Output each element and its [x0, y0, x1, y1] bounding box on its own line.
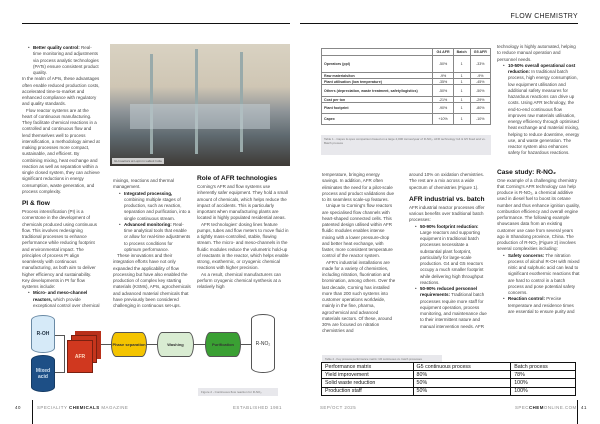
top-rule-right	[300, 23, 578, 24]
table1-cell: -80%	[469, 102, 492, 114]
issue-date: SEP/OCT 2025	[320, 405, 357, 410]
capex-opex-table: G4 AFR Batch G5 AFR Operators (ppl) -50% 1 -33…	[320, 48, 492, 125]
table1-cell: -10%	[469, 113, 492, 125]
table1-cell: 1	[452, 113, 471, 125]
left-column-2: mixings, reactions and thermal managemen…	[113, 178, 191, 309]
bullet-cost: 10-50% overall operational cost reductio…	[503, 63, 580, 157]
table1-caption: Table 1 - Capex & opex comparison based …	[321, 135, 491, 155]
table1-cell: Others (depreciation, waste treatment, s…	[320, 84, 434, 97]
node-mixed-acid: Mixed acid	[31, 355, 55, 392]
table2-cell: Batch process	[510, 361, 576, 372]
footer-rule-left	[32, 400, 33, 424]
table2-row: Yield improvement 80% 78%	[321, 370, 576, 380]
table1-row: Raw materials/ton -9% 1 -9%	[320, 72, 492, 79]
table2-cell: Production staff	[321, 386, 414, 396]
website: SPECCHEMONLINE.COM	[515, 405, 577, 410]
bullet-safety: Safety concerns: The nitration process o…	[503, 253, 580, 297]
right-column-c: technology is highly automated, helping …	[497, 44, 580, 315]
table1-header: G4 AFR	[432, 48, 454, 56]
table1-row: Operators (ppl) -50% 1 -33%	[320, 55, 492, 73]
left-column-1: Better quality control: Real-time monito…	[22, 45, 100, 309]
page-number-left: 40	[15, 405, 21, 410]
table2-cell: 78%	[510, 370, 576, 380]
table2-row: Performance matrix G5 continuous process B…	[321, 361, 576, 372]
table2-cell: Solid waste reduction	[321, 378, 414, 388]
left-column-3: Role of AFR technologies Corning's AFR a…	[197, 175, 289, 289]
table1-header: G5 AFR	[469, 48, 492, 56]
performance-matrix-table: Performance matrix G5 continuous process B…	[321, 361, 576, 396]
node-r-oh: R-OH	[31, 315, 55, 353]
node-afr: AFR	[67, 340, 93, 373]
table2-cell: 100%	[510, 386, 576, 396]
page-number-right: 41	[581, 405, 587, 410]
reactor-photo: GH reactors at Lupin in Lalkoti India	[110, 44, 290, 166]
table1-row: Others (depreciation, waste treatment, s…	[320, 84, 492, 97]
arrow	[147, 344, 157, 345]
heading-role-afr: Role of AFR technologies	[197, 175, 277, 182]
table1-cell: -50%	[469, 84, 492, 97]
table1-cell: -90%	[432, 102, 454, 114]
bullet-integrated: Integrated processing, combining multipl…	[119, 191, 191, 222]
table1-cell: Capex	[320, 113, 434, 125]
bullet-quality: Better quality control: Real-time monito…	[28, 45, 100, 76]
table1-cell: 1	[452, 102, 471, 114]
photo-caption: GH reactors at Lupin in Lalkoti India	[112, 158, 164, 164]
bullet-footprint: 50-90% footprint reduction: Large reacto…	[415, 224, 487, 287]
right-column-a: temperature, bringing energy savings. In…	[322, 172, 396, 334]
table1-row: Capex +10% 1 -10%	[320, 113, 492, 125]
table2-cell: 50%	[412, 386, 512, 396]
footer-rule-right	[577, 400, 578, 424]
table2-row: Solid waste reduction 50% 100%	[321, 378, 576, 388]
heading-pi-flow: PI & flow	[22, 200, 50, 207]
heading-case-study: Case study: R-NO₂	[497, 168, 556, 176]
table1-cell: Plant footprint	[320, 102, 434, 114]
table2-cell: G5 continuous process	[412, 361, 512, 372]
table1-cell: -50%	[432, 84, 454, 97]
bullet-micro: Micro- and meso-channel reactors, which …	[28, 290, 100, 309]
right-column-b: around 10% on oxidation chemistries. The…	[409, 172, 487, 330]
table1-cell: +10%	[432, 113, 454, 125]
arrow	[101, 344, 111, 345]
table1-row: Plant footprint -90% 1 -80%	[320, 102, 492, 114]
bullet-monitoring: Advanced monitoring: Real-time analytica…	[119, 222, 191, 253]
figure-caption: Figure 2 - Continuous flow reaction for …	[198, 388, 278, 396]
node-purification: Purification	[205, 332, 241, 357]
top-rule-left	[22, 23, 290, 24]
established-text: ESTABLISHED 1981	[233, 405, 282, 410]
table1-cell: 1	[452, 84, 471, 97]
node-phase-separation: Phase separation	[111, 332, 147, 357]
bullet-reaction: Reaction control: Precise temperature an…	[503, 296, 580, 315]
table2-cell: 50%	[412, 378, 512, 388]
table2-row: Production staff 50% 100%	[321, 386, 576, 396]
connector-bracket	[55, 335, 65, 373]
table2-cell: Performance matrix	[321, 361, 414, 372]
table1-header: Batch	[452, 48, 471, 56]
table2-caption: Table 2 - Key process performance matrix…	[322, 355, 442, 363]
magazine-name: SPECIALITY CHEMICALS MAGAZINE	[37, 405, 129, 410]
node-washing: Washing	[157, 332, 194, 357]
table2-cell: Yield improvement	[321, 370, 414, 380]
table1-header	[320, 48, 434, 56]
table1-cell: -50%	[432, 55, 454, 73]
table1-cell: Operators (ppl)	[320, 55, 434, 73]
bullet-personnel: 50-90% reduced personnel requirements: T…	[415, 286, 487, 330]
node-r-no2: R-NO₂	[251, 314, 275, 373]
table2-cell: 100%	[510, 378, 576, 388]
table2-cell: 80%	[412, 370, 512, 380]
arrow	[241, 344, 251, 345]
arrow	[194, 344, 205, 345]
table1-cell: -33%	[469, 55, 492, 73]
heading-afr-vs-batch: AFR industrial vs. batch	[409, 195, 485, 203]
table1-cell: 1	[452, 55, 471, 73]
section-header: FLOW CHEMISTRY	[510, 13, 578, 20]
